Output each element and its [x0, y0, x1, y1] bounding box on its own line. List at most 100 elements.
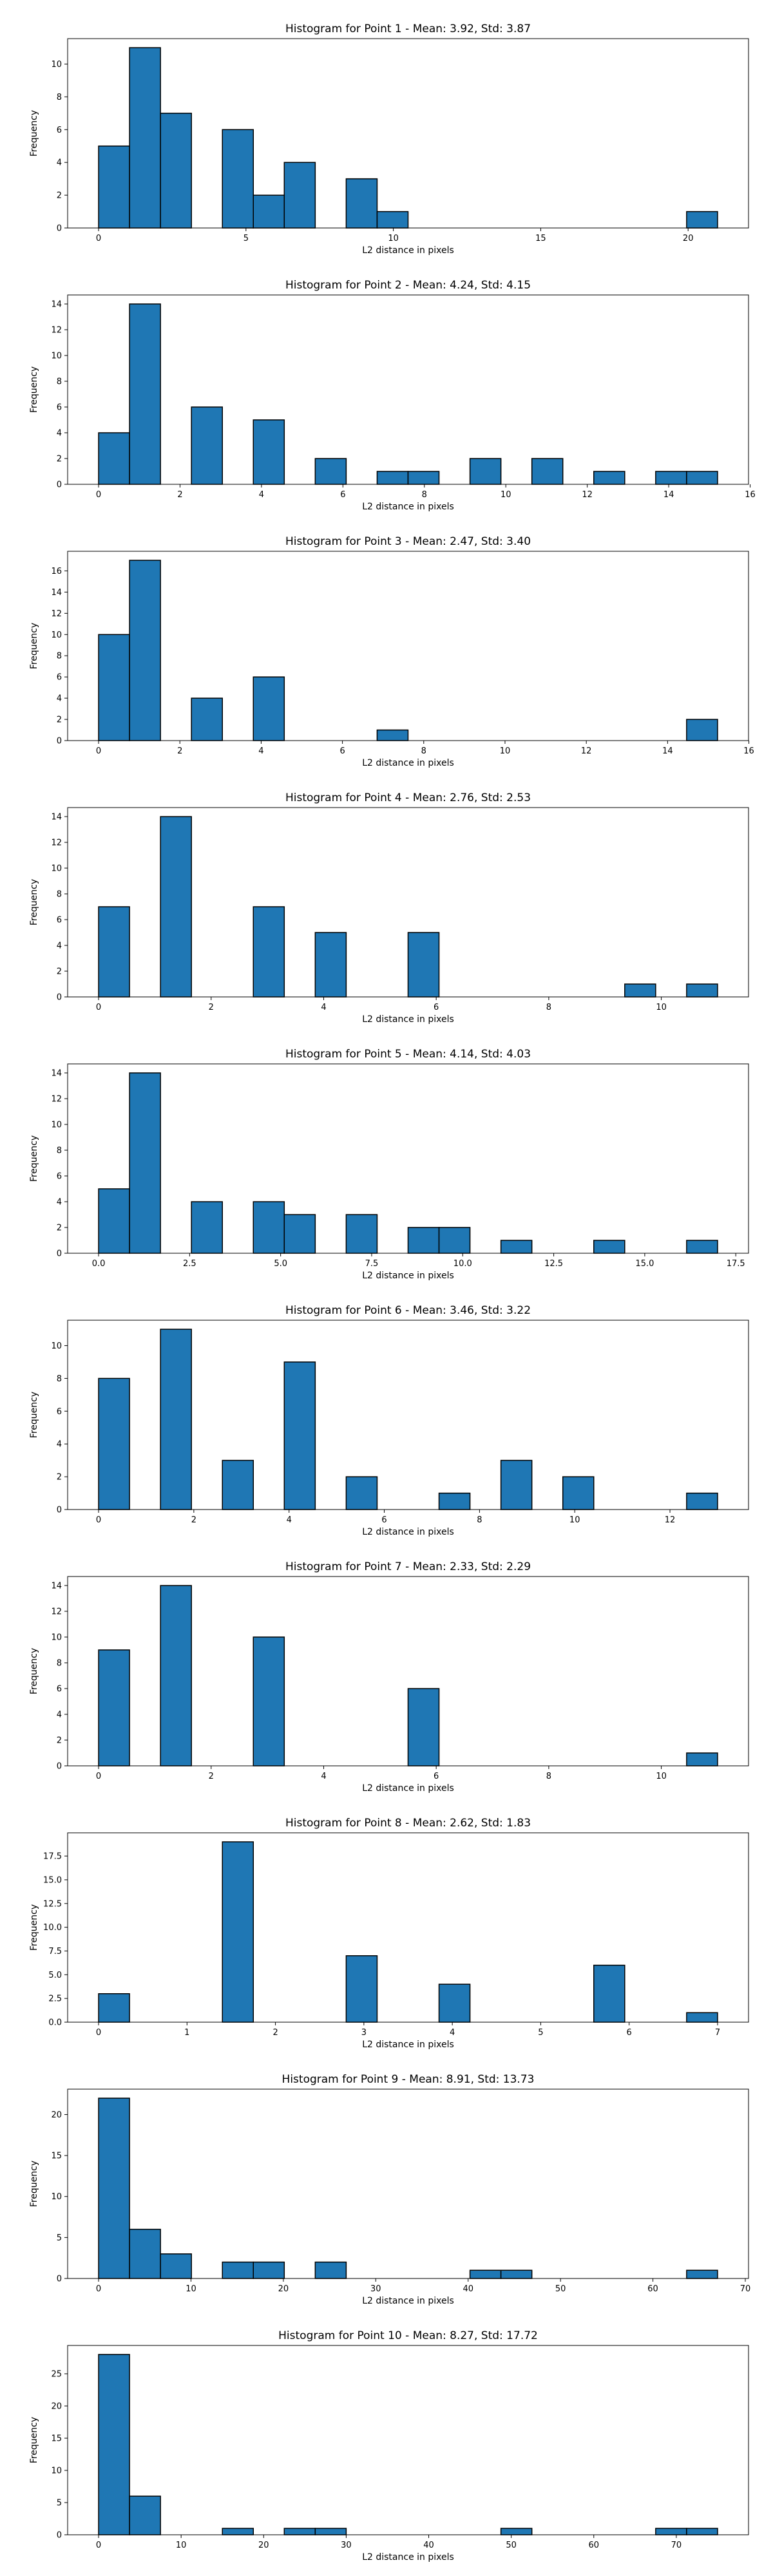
histogram-bar: [314, 2528, 347, 2535]
x-tick-label: 10: [186, 2284, 196, 2294]
x-tick-label: 10: [500, 746, 511, 756]
x-tick-label: 10: [569, 1515, 580, 1525]
y-axis-label: Frequency: [29, 2161, 39, 2207]
y-tick-label: 12: [51, 838, 62, 848]
x-tick-label: 40: [423, 2541, 434, 2550]
histogram-bar: [407, 1688, 440, 1766]
x-axis-label: L2 distance in pixels: [362, 502, 454, 512]
x-tick-label: 4: [259, 490, 264, 500]
histogram-bar: [345, 1214, 378, 1254]
histogram-bar: [191, 406, 223, 485]
histogram-bar: [686, 719, 718, 741]
histogram-bar: [686, 983, 718, 998]
histogram-bar: [314, 2261, 347, 2279]
y-tick-label: 0: [57, 1249, 62, 1259]
x-tick-label: 8: [546, 1772, 551, 1781]
x-tick-label: 12: [581, 746, 592, 756]
histogram-bar: [129, 2228, 161, 2279]
histogram-bar: [345, 1955, 378, 2023]
histogram-bar: [253, 1636, 285, 1766]
histogram-bar: [500, 1459, 533, 1510]
x-tick-label: 0: [96, 1515, 101, 1525]
chart-10: Histogram for Point 10 - Mean: 8.27, Std…: [29, 2329, 749, 2562]
histogram-bar: [222, 2528, 254, 2535]
y-tick-label: 8: [57, 652, 62, 661]
y-tick-label: 6: [57, 1407, 62, 1417]
x-tick-label: 7.5: [365, 1259, 379, 1269]
histogram-bar: [655, 471, 687, 485]
histogram-bar: [191, 1201, 223, 1254]
x-tick-label: 8: [422, 490, 427, 500]
histogram-bar: [686, 211, 718, 229]
histogram-bar: [283, 2528, 316, 2535]
histogram-bar: [160, 2253, 192, 2279]
y-tick-label: 8: [57, 93, 62, 102]
y-tick-label: 10: [51, 630, 62, 640]
histogram-bar: [98, 1188, 130, 1254]
histogram-bar: [160, 1329, 192, 1510]
x-tick-label: 0: [96, 234, 101, 243]
axes-frame: [67, 551, 749, 741]
chart-title: Histogram for Point 8 - Mean: 2.62, Std:…: [285, 1817, 531, 1830]
histogram-bar: [129, 303, 161, 485]
x-tick-label: 15.0: [635, 1259, 654, 1269]
histogram-bar: [500, 2269, 533, 2279]
histogram-bar: [98, 432, 130, 485]
y-tick-label: 6: [57, 673, 62, 683]
chart-title: Histogram for Point 5 - Mean: 4.14, Std:…: [285, 1048, 531, 1061]
x-tick-label: 0: [96, 1772, 101, 1781]
x-tick-label: 50: [506, 2541, 517, 2550]
x-tick-label: 0: [96, 490, 101, 500]
x-tick-label: 10: [176, 2541, 187, 2550]
x-tick-label: 2: [209, 1003, 214, 1012]
y-tick-label: 2: [57, 455, 62, 464]
x-tick-label: 4: [287, 1515, 292, 1525]
x-tick-label: 14: [663, 490, 674, 500]
y-tick-label: 10: [51, 1341, 62, 1351]
y-tick-label: 0: [57, 1762, 62, 1772]
histogram-bar: [686, 1492, 718, 1510]
axes-frame: [67, 294, 749, 485]
x-tick-label: 1: [184, 2028, 189, 2038]
histogram-bar: [593, 1240, 625, 1254]
y-tick-label: 10: [51, 1633, 62, 1643]
histogram-bar: [222, 1841, 254, 2023]
histogram-bar: [593, 471, 625, 485]
x-tick-label: 15: [535, 234, 546, 243]
x-tick-label: 6: [339, 746, 345, 756]
x-tick-label: 12.5: [544, 1259, 563, 1269]
x-tick-label: 7: [715, 2028, 720, 2038]
histogram-bar: [253, 419, 285, 485]
histogram-bar: [160, 1585, 192, 1766]
y-tick-label: 8: [57, 1146, 62, 1156]
y-tick-label: 12: [51, 326, 62, 336]
x-tick-label: 0: [96, 1003, 101, 1012]
axes-frame: [67, 38, 749, 229]
y-axis-label: Frequency: [29, 1392, 39, 1438]
histogram-bar: [98, 1378, 130, 1510]
axes-frame: [67, 1832, 749, 2023]
x-tick-label: 60: [588, 2541, 599, 2550]
histogram-bar: [98, 145, 130, 229]
x-tick-label: 0: [96, 2284, 101, 2294]
y-tick-label: 2: [57, 967, 62, 977]
x-tick-label: 5: [538, 2028, 543, 2038]
histogram-bar: [98, 2354, 130, 2535]
histogram-bar: [407, 1227, 440, 1254]
y-tick-label: 5: [57, 2233, 62, 2243]
x-tick-label: 70: [740, 2284, 751, 2294]
x-tick-label: 0.0: [92, 1259, 106, 1269]
y-tick-label: 4: [57, 942, 62, 951]
y-tick-label: 0: [57, 2531, 62, 2541]
x-tick-label: 40: [463, 2284, 473, 2294]
x-tick-label: 50: [555, 2284, 566, 2294]
x-axis-label: L2 distance in pixels: [362, 2552, 454, 2562]
axes-frame: [67, 807, 749, 998]
histogram-bar: [191, 697, 223, 741]
x-tick-label: 30: [370, 2284, 381, 2294]
y-axis-label: Frequency: [29, 2417, 39, 2463]
x-tick-label: 30: [341, 2541, 352, 2550]
histogram-bar: [253, 1201, 285, 1254]
chart-title: Histogram for Point 9 - Mean: 8.91, Std:…: [282, 2073, 535, 2086]
histogram-bar: [686, 471, 718, 485]
